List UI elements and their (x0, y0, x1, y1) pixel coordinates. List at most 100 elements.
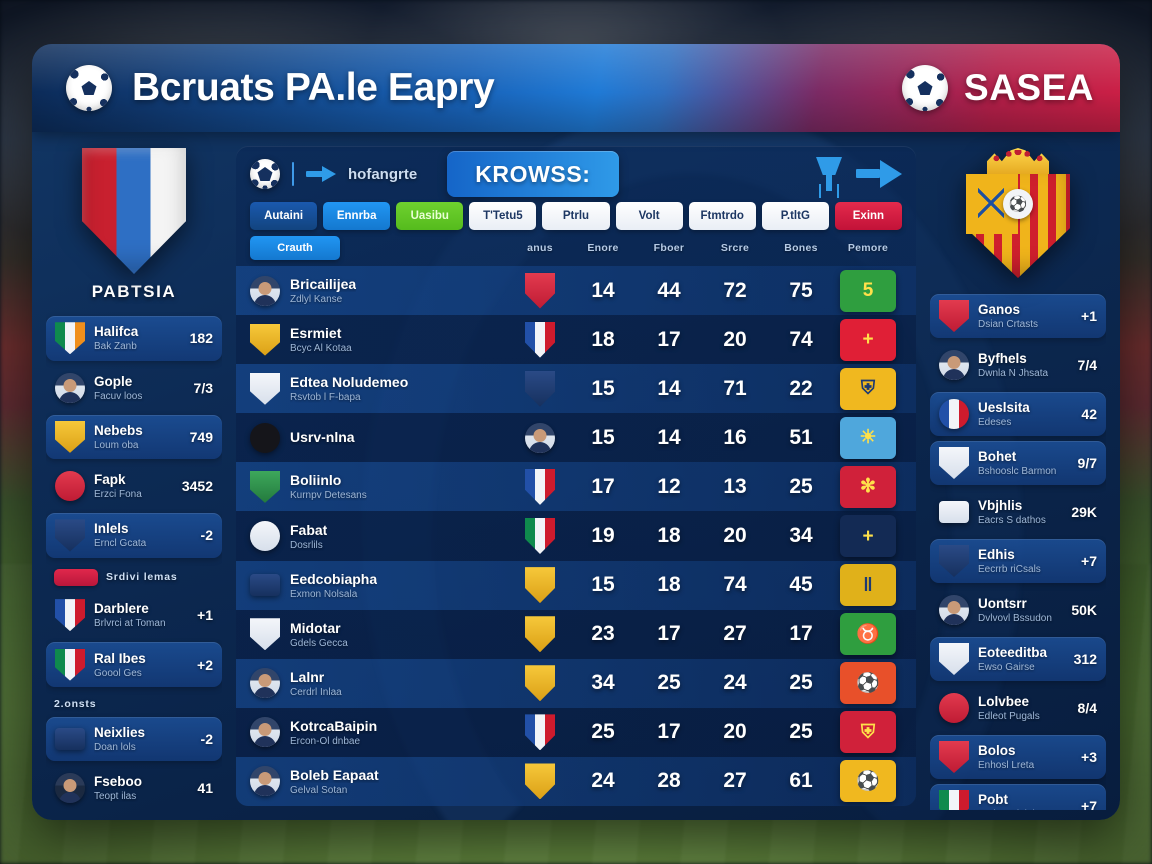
list-item[interactable]: Bolos Enhosl Lreta +3 (930, 735, 1106, 779)
list-item-value: 3452 (181, 478, 213, 495)
column-header-pemore[interactable]: Pemore (847, 242, 889, 254)
list-item[interactable]: Fseboo Teopt ilas 41 (46, 766, 222, 810)
table-row[interactable]: KotrcaBaipin Ercon-Ol dnbae 25 17 20 25 ⛨ (236, 707, 916, 757)
status-badge[interactable]: ✻ (840, 465, 896, 508)
row-flag-cell (510, 370, 570, 407)
shield-red-green-icon (55, 648, 85, 681)
list-item[interactable]: Darblere Brlvrci at Toman +1 (46, 593, 222, 638)
list-item[interactable]: Lolvbee Edleot Pugals 8/4 (930, 686, 1106, 730)
list-item[interactable]: Ral Ibes Goool Ges +2 (46, 642, 222, 687)
list-item[interactable]: Uontsrr Dvlvovl Bssudon 50K (930, 588, 1106, 632)
soccer-ball-icon (66, 65, 112, 111)
list-item-title: Lolvbee (978, 694, 1030, 709)
column-header-fboer[interactable]: Fboer (653, 242, 685, 254)
filter-chip-ftmtrdo[interactable]: Ftmtrdo (688, 202, 756, 230)
left-sidebar-list[interactable]: Halifca Bak Zanb 182 Gople Facuv loos 7/3 Nebe… (46, 312, 222, 810)
list-item-subtitle: Enhosl Lreta (978, 760, 1035, 771)
badge-glyph: ⚽ (856, 672, 880, 694)
status-badge[interactable]: ☀ (840, 416, 896, 459)
row-flag-cell (510, 714, 570, 751)
row-name-text: Bricailijea Zdlyl Kanse (290, 276, 356, 305)
avatar-blue-icon (55, 772, 85, 803)
column-header-srcre[interactable]: Srcre (720, 242, 750, 254)
filter-chip-exinn[interactable]: Exinn (834, 202, 902, 230)
table-row[interactable]: Boliinlo Kurnpv Detesans 17 12 13 25 ✻ (236, 462, 916, 512)
table-row[interactable]: Edtea Noludemeo Rsvtob l F-bapa 15 14 71 22 ⛨ (236, 364, 916, 414)
shield-green-white-icon (55, 322, 85, 355)
list-item[interactable]: Fapk Erzci Fona 3452 (46, 464, 222, 508)
table-row[interactable]: Lalnr Cerdrl Inlaa 34 25 24 25 ⚽ (236, 658, 916, 708)
badge-glyph: + (862, 525, 874, 547)
shield-red-white-icon (939, 741, 969, 773)
row-stat-3: 27 (723, 769, 747, 793)
list-item[interactable]: Eoteeditba Ewso Gairse 312 (930, 637, 1106, 681)
table-row[interactable]: Fabat Dosrlils 19 18 20 34 + (236, 511, 916, 561)
list-item[interactable]: Byfhels Dwnla N Jhsata 7/4 (930, 343, 1106, 387)
filter-chip-autaini[interactable]: Autaini (250, 202, 318, 230)
list-item[interactable]: Halifca Bak Zanb 182 (46, 316, 222, 361)
list-item[interactable]: Bohet Bshooslc Barmon 9/7 (930, 441, 1106, 485)
row-stat-2: 14 (657, 376, 681, 400)
list-item-text: Nebebs Loum oba (94, 423, 177, 451)
table-row[interactable]: Eedcobiapha Exmon Nolsala 15 18 74 45 ‖ (236, 560, 916, 610)
filter-chip-uasibu[interactable]: Uasibu (396, 202, 464, 230)
status-badge[interactable]: + (840, 515, 896, 558)
page-title: Bcruats PA.le Eapry (132, 66, 495, 109)
filter-chip-p-tltg[interactable]: P.tltG (761, 202, 829, 230)
primary-action-button[interactable]: KROWSS: (447, 151, 619, 197)
row-stat-4: 25 (789, 720, 813, 744)
status-badge[interactable]: ⛨ (840, 367, 896, 410)
status-badge[interactable]: ⛨ (840, 711, 896, 754)
list-item[interactable]: Neixlies Doan lols -2 (46, 716, 222, 761)
list-item-text: Lolvbee Edleot Pugals (978, 694, 1065, 722)
shield-navy-icon (939, 545, 969, 577)
trophy-icon[interactable] (814, 157, 844, 191)
section-accent-chip (54, 568, 98, 586)
tab-chip-crauth[interactable]: Crauth (250, 236, 340, 260)
status-badge[interactable]: ⚽ (840, 662, 896, 705)
list-item[interactable]: Edhis Eecrrb riCsals +7 (930, 539, 1106, 583)
filter-chip-ptrlu[interactable]: Ptrlu (542, 202, 610, 230)
table-row[interactable]: Bricailijea Zdlyl Kanse 14 44 72 75 5 (236, 266, 916, 316)
status-badge[interactable]: ‖ (840, 564, 896, 607)
left-crest-block: PABTSIA (46, 148, 222, 312)
row-stat-1: 14 (591, 278, 615, 302)
status-badge[interactable]: ♉ (840, 613, 896, 656)
arrow-right-large-icon[interactable] (856, 159, 903, 189)
row-stat-2: 28 (657, 769, 681, 793)
left-sidebar: PABTSIA Halifca Bak Zanb 182 Gople Facuv loo… (32, 132, 232, 820)
list-item-text: Gople Facuv loos (94, 374, 181, 402)
list-item[interactable]: Pobt Enrico Glalaja +7 (930, 784, 1106, 810)
toolbar-divider (292, 162, 294, 186)
column-header-anus[interactable]: anus (527, 242, 553, 254)
table-row[interactable]: Midotar Gdels Gecca 23 17 27 17 ♉ (236, 609, 916, 659)
globe-icon[interactable] (250, 159, 280, 189)
list-item[interactable]: Gople Facuv loos 7/3 (46, 366, 222, 410)
filter-chip-t-tetu5[interactable]: T'Tetu5 (469, 202, 537, 230)
list-item[interactable]: Ganos Dsian Crtasts +1 (930, 294, 1106, 338)
table-row[interactable]: Usrv-nlna 15 14 16 51 ☀ (236, 413, 916, 463)
list-item[interactable]: Ueslsita Edeses 42 (930, 392, 1106, 436)
column-header-bones[interactable]: Bones (784, 242, 818, 254)
row-name-cell: Usrv-nlna (250, 422, 510, 453)
filter-chip-volt[interactable]: Volt (615, 202, 683, 230)
table-row[interactable]: Boleb Eapaat Gelval Sotan 24 28 27 61 ⚽ (236, 756, 916, 806)
filter-chip-ennrba[interactable]: Ennrba (323, 202, 391, 230)
status-badge[interactable]: ⚽ (840, 760, 896, 803)
arrow-right-icon[interactable] (306, 164, 336, 184)
list-item-subtitle: Dwnla N Jhsata (978, 368, 1049, 379)
list-item-title: Darblere (94, 601, 149, 617)
status-badge[interactable]: 5 (840, 269, 896, 312)
table-row[interactable]: Esrmiet Bcyc Al Kotaa 18 17 20 74 + (236, 315, 916, 365)
column-header-enore[interactable]: Enore (587, 242, 619, 254)
row-stat-4: 25 (789, 671, 813, 695)
list-item[interactable]: Inlels Erncl Gcata -2 (46, 513, 222, 558)
row-stat-2: 17 (657, 327, 681, 351)
app-body: PABTSIA Halifca Bak Zanb 182 Gople Facuv loo… (32, 132, 1120, 820)
list-item[interactable]: Nebebs Loum oba 749 (46, 414, 222, 460)
list-item[interactable]: Vbjhlis Eacrs S dathos 29K (930, 490, 1106, 534)
right-sidebar-list[interactable]: Ganos Dsian Crtasts +1 Byfhels Dwnla N Jhsat… (930, 290, 1106, 810)
filter-chip-row[interactable]: Autaini Ennrba Uasibu T'Tetu5 Ptrlu Volt Ftmtr… (236, 202, 916, 230)
list-section-label: 2.onsts (54, 697, 97, 710)
status-badge[interactable]: + (840, 318, 896, 361)
